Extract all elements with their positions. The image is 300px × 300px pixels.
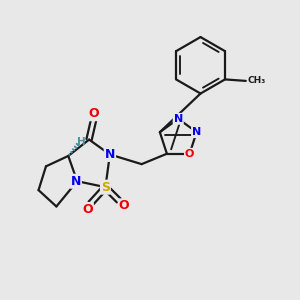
Text: O: O xyxy=(185,149,194,159)
Text: H: H xyxy=(77,137,85,147)
Text: CH₃: CH₃ xyxy=(247,76,266,85)
Text: O: O xyxy=(88,107,99,120)
Text: N: N xyxy=(174,114,183,124)
Text: O: O xyxy=(119,200,130,212)
Text: N: N xyxy=(105,148,115,161)
Text: N: N xyxy=(70,175,81,188)
Text: S: S xyxy=(101,181,110,194)
Text: N: N xyxy=(192,127,201,137)
Text: O: O xyxy=(82,203,93,216)
